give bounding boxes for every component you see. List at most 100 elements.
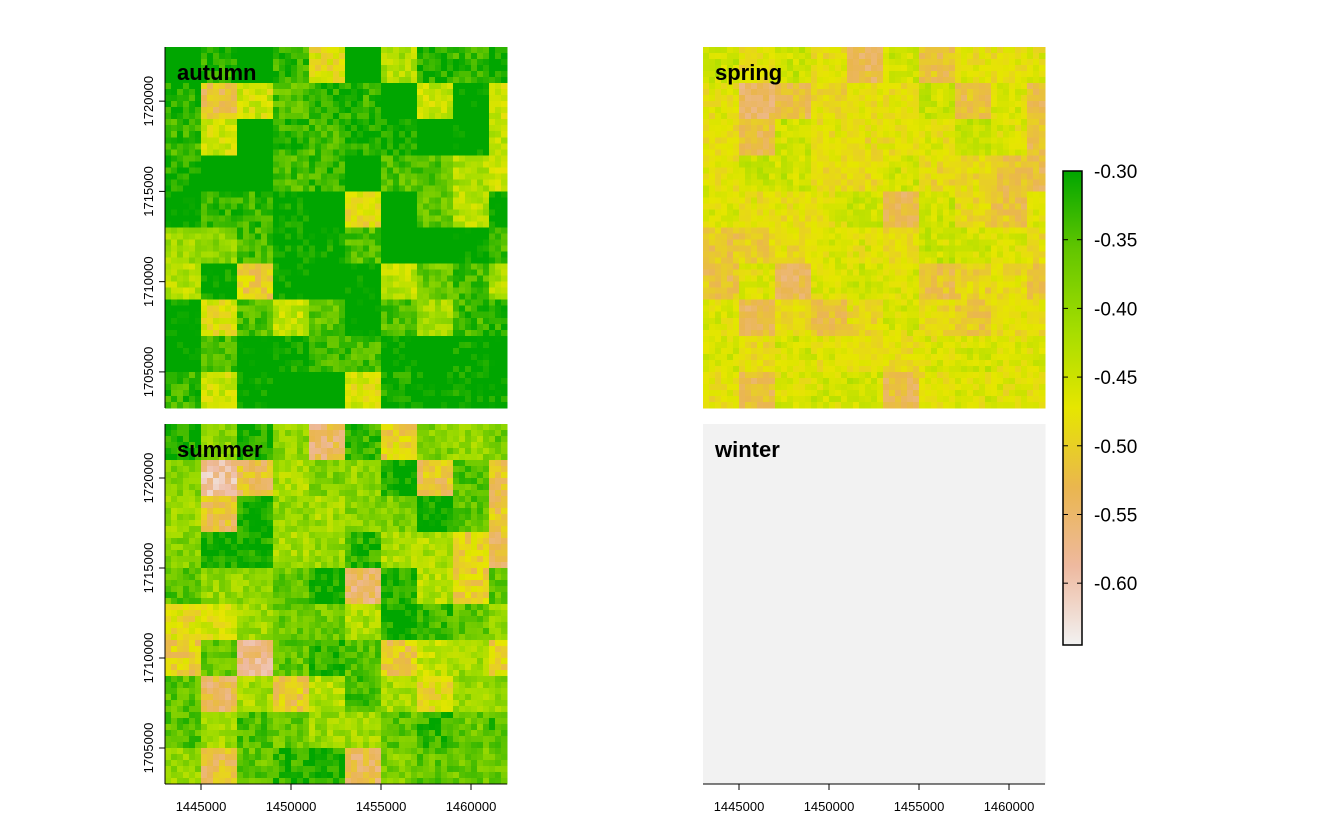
raster-cell [315, 131, 322, 138]
raster-cell [1033, 185, 1040, 192]
raster-cell [387, 287, 394, 295]
raster-cell [853, 71, 860, 78]
raster-cell [183, 371, 190, 379]
raster-cell [387, 155, 394, 162]
raster-cell [321, 143, 328, 150]
raster-cell [219, 179, 226, 186]
raster-cell [333, 131, 340, 138]
raster-cell [907, 167, 914, 174]
raster-cell [973, 167, 980, 174]
raster-cell [309, 137, 316, 144]
raster-cell [405, 173, 412, 180]
raster-cell [429, 155, 436, 162]
raster-cell [183, 329, 190, 337]
raster-cell [985, 95, 992, 102]
raster-cell [931, 113, 938, 120]
raster-cell [477, 275, 484, 283]
raster-cell [183, 203, 190, 211]
raster-cell [465, 203, 472, 211]
raster-cell [859, 131, 866, 138]
raster-cell [775, 125, 782, 132]
raster-cell [381, 335, 388, 343]
raster-cell [177, 95, 184, 102]
raster-cell [291, 371, 298, 379]
raster-cell [165, 101, 172, 108]
raster-cell [255, 89, 262, 96]
raster-cell [207, 323, 214, 331]
raster-cell [883, 101, 890, 108]
raster-cell [483, 251, 490, 259]
raster-cell [315, 341, 322, 349]
raster-cell [979, 71, 986, 78]
raster-cell [255, 299, 262, 307]
raster-cell [925, 131, 932, 138]
raster-cell [859, 77, 866, 84]
raster-cell [279, 209, 286, 217]
raster-cell [339, 59, 346, 66]
raster-cell [477, 257, 484, 265]
raster-cell [267, 47, 274, 54]
raster-cell [441, 143, 448, 150]
raster-cell [231, 83, 238, 90]
raster-cell [363, 365, 370, 373]
raster-cell [213, 71, 220, 78]
raster-cell [997, 179, 1004, 186]
raster-cell [165, 335, 172, 343]
raster-cell [219, 149, 226, 156]
raster-cell [393, 155, 400, 162]
raster-cell [375, 101, 382, 108]
raster-cell [465, 149, 472, 156]
raster-cell [405, 179, 412, 186]
raster-cell [351, 143, 358, 150]
raster-cell [333, 161, 340, 168]
raster-cell [183, 125, 190, 132]
raster-cell [321, 341, 328, 349]
raster-cell [219, 191, 226, 199]
raster-cell [405, 185, 412, 192]
raster-cell [931, 77, 938, 84]
raster-cell [937, 125, 944, 132]
raster-cell [303, 179, 310, 186]
raster-cell [459, 389, 466, 397]
raster-cell [979, 161, 986, 168]
raster-cell [453, 95, 460, 102]
raster-cell [847, 137, 854, 144]
raster-cell [703, 203, 710, 211]
raster-cell [967, 155, 974, 162]
raster-cell [363, 155, 370, 162]
raster-cell [231, 65, 238, 72]
raster-cell [249, 101, 256, 108]
raster-cell [859, 173, 866, 180]
raster-cell [459, 197, 466, 205]
raster-cell [823, 167, 830, 174]
raster-cell [859, 161, 866, 168]
raster-cell [195, 245, 202, 253]
raster-cell [165, 269, 172, 277]
raster-cell [745, 209, 752, 217]
raster-cell [195, 263, 202, 271]
raster-cell [429, 47, 436, 54]
raster-cell [363, 335, 370, 343]
raster-cell [165, 317, 172, 325]
raster-cell [321, 233, 328, 241]
raster-cell [387, 383, 394, 391]
raster-cell [471, 329, 478, 337]
raster-cell [483, 149, 490, 156]
raster-cell [357, 359, 364, 367]
raster-cell [315, 197, 322, 205]
raster-cell [703, 185, 710, 192]
raster-cell [207, 65, 214, 72]
raster-cell [399, 227, 406, 235]
raster-cell [381, 83, 388, 90]
raster-cell [429, 131, 436, 138]
raster-cell [441, 191, 448, 199]
raster-cell [417, 341, 424, 349]
raster-cell [183, 341, 190, 349]
raster-cell [405, 215, 412, 223]
raster-cell [273, 281, 280, 289]
raster-cell [423, 155, 430, 162]
raster-cell [315, 221, 322, 229]
raster-cell [429, 263, 436, 271]
raster-cell [309, 233, 316, 241]
raster-cell [273, 317, 280, 325]
